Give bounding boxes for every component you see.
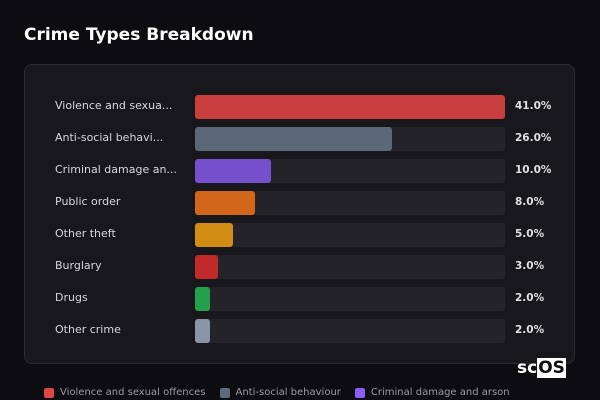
bar-track [195, 191, 505, 215]
bar-label: Other theft [55, 227, 116, 240]
bar-value-label: 10.0% [515, 164, 552, 176]
bar [195, 95, 505, 119]
legend-label: Anti-social behaviour [235, 387, 341, 398]
bar-label: Criminal damage an... [55, 163, 177, 176]
bar [195, 191, 256, 215]
legend-item[interactable]: Violence and sexual offences [44, 387, 206, 398]
legend-item[interactable]: Anti-social behaviour [219, 387, 341, 398]
bar-row: Burglary 3.0% [25, 255, 574, 279]
logo-text-b: OS [537, 358, 566, 378]
bar-label: Public order [55, 195, 121, 208]
chart-title: Crime Types Breakdown [24, 25, 254, 45]
bar-value-label: 2.0% [515, 324, 545, 336]
bar-value-label: 5.0% [515, 228, 545, 240]
bar-track [195, 255, 505, 279]
bar-track [195, 159, 505, 183]
bar [195, 127, 392, 151]
bar [195, 287, 211, 311]
bar-row: Public order 8.0% [25, 191, 574, 215]
bar-label: Other crime [55, 323, 121, 336]
bar [195, 159, 271, 183]
bar-label: Drugs [55, 291, 88, 304]
bar [195, 255, 218, 279]
bar-label: Violence and sexua... [55, 99, 173, 112]
legend-swatch [219, 387, 230, 398]
bar-row: Drugs 2.0% [25, 287, 574, 311]
bar-track [195, 127, 505, 151]
bar-track [195, 223, 505, 247]
bar-label: Burglary [55, 259, 102, 272]
bar-row: Criminal damage an... 10.0% [25, 159, 574, 183]
bar-value-label: 26.0% [515, 132, 552, 144]
bar-value-label: 8.0% [515, 196, 545, 208]
logo-text-a: sc [517, 358, 538, 378]
bar-track [195, 287, 505, 311]
bar [195, 319, 211, 343]
bar-track [195, 95, 505, 119]
legend-item[interactable]: Criminal damage and arson [354, 387, 510, 398]
bar-value-label: 2.0% [515, 292, 545, 304]
bar-track [195, 319, 505, 343]
legend-label: Violence and sexual offences [60, 387, 206, 398]
bar-row: Violence and sexua... 41.0% [25, 95, 574, 119]
chart-panel: Violence and sexua... 41.0% Anti-social b… [24, 64, 575, 364]
bar-value-label: 41.0% [515, 100, 552, 112]
legend: Violence and sexual offences Anti-social … [44, 387, 510, 398]
scos-logo: scOS [517, 358, 566, 378]
legend-swatch [354, 387, 365, 398]
bar-row: Anti-social behavi... 26.0% [25, 127, 574, 151]
legend-label: Criminal damage and arson [370, 387, 510, 398]
bar-row: Other theft 5.0% [25, 223, 574, 247]
legend-swatch [44, 387, 54, 398]
bar-row: Other crime 2.0% [25, 319, 574, 343]
bar-label: Anti-social behavi... [55, 131, 164, 144]
bar [195, 223, 233, 247]
bar-value-label: 3.0% [515, 260, 545, 272]
